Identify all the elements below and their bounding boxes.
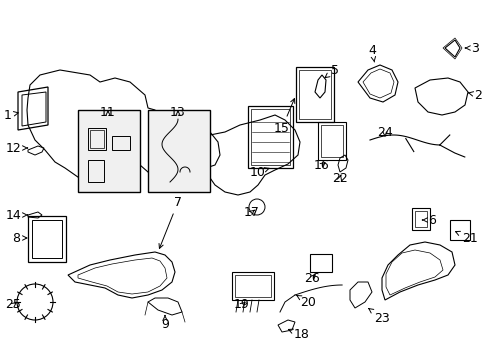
Bar (317, 122, 346, 160)
Text: 16: 16 (313, 158, 329, 171)
Bar (90, 130, 104, 148)
Text: 24: 24 (376, 126, 392, 139)
Bar (298, 70, 330, 119)
Text: 5: 5 (325, 63, 338, 78)
FancyBboxPatch shape (78, 110, 140, 192)
Text: 4: 4 (367, 44, 375, 62)
Bar (411, 208, 429, 230)
Bar (320, 125, 342, 157)
Text: 8: 8 (12, 231, 27, 244)
Bar (235, 275, 270, 297)
Bar (112, 136, 130, 150)
Bar (28, 216, 66, 262)
Text: 19: 19 (234, 298, 249, 311)
Bar (32, 220, 62, 258)
Bar (88, 160, 104, 182)
Text: 14: 14 (6, 208, 27, 221)
Text: 9: 9 (161, 316, 168, 332)
Bar (231, 272, 273, 300)
Text: 20: 20 (296, 296, 315, 309)
Bar (250, 109, 289, 165)
Text: 11: 11 (100, 105, 116, 118)
Bar (449, 220, 469, 240)
Text: 13: 13 (170, 105, 185, 118)
Text: 26: 26 (304, 271, 319, 284)
Text: 15: 15 (273, 99, 294, 135)
Text: 3: 3 (465, 41, 478, 54)
Bar (295, 67, 333, 122)
Text: 1: 1 (4, 108, 18, 122)
Bar (309, 254, 331, 272)
Text: 21: 21 (455, 231, 477, 244)
Text: 10: 10 (249, 166, 268, 179)
Text: 2: 2 (468, 89, 481, 102)
Text: 18: 18 (288, 328, 309, 342)
Text: 6: 6 (422, 213, 435, 226)
Text: 7: 7 (159, 195, 182, 248)
Bar (88, 128, 106, 150)
Text: 23: 23 (368, 309, 389, 324)
Text: 12: 12 (6, 141, 27, 154)
FancyBboxPatch shape (148, 110, 209, 192)
Text: 22: 22 (331, 171, 347, 185)
Text: 17: 17 (244, 206, 260, 219)
Text: 25: 25 (5, 298, 21, 311)
Bar (247, 106, 292, 168)
Bar (414, 211, 426, 227)
